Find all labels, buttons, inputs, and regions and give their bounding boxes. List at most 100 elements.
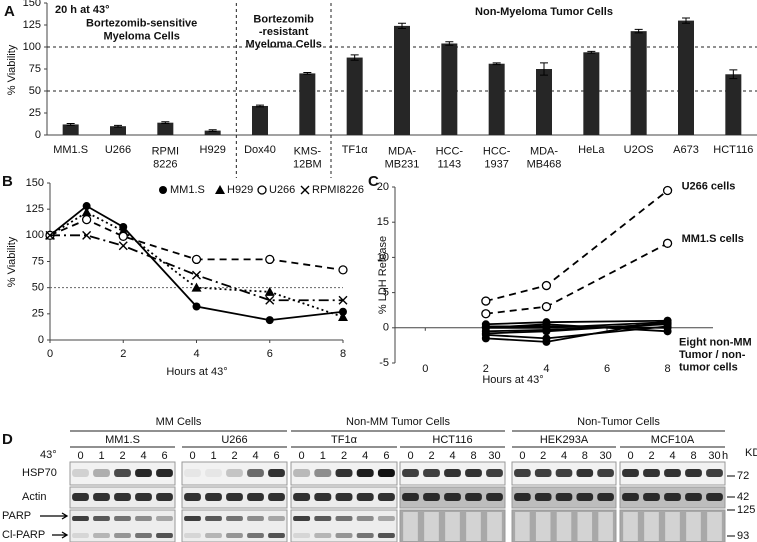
band bbox=[247, 516, 264, 521]
bar bbox=[536, 69, 552, 135]
arrow bbox=[52, 531, 69, 539]
lane-label: 2 bbox=[428, 450, 434, 462]
band bbox=[597, 493, 614, 501]
marker bbox=[541, 302, 552, 312]
band bbox=[486, 469, 503, 477]
band bbox=[486, 493, 503, 501]
group-header: Non-MM Tumor Cells bbox=[346, 416, 450, 428]
x-tick-label: 4 bbox=[193, 348, 199, 360]
error-bar bbox=[445, 41, 454, 46]
band bbox=[226, 469, 243, 477]
lane-label: 4 bbox=[140, 450, 146, 462]
marker bbox=[191, 254, 202, 265]
marker bbox=[81, 214, 92, 225]
band bbox=[314, 493, 332, 501]
series-line bbox=[49, 211, 344, 318]
error-bar bbox=[540, 62, 548, 76]
band bbox=[402, 469, 419, 477]
x-tick-label: MDA-MB468 bbox=[527, 146, 562, 171]
lane bbox=[515, 512, 530, 541]
band bbox=[268, 533, 285, 538]
lane-label: 1 bbox=[98, 450, 104, 462]
error-bar bbox=[208, 129, 217, 132]
lane bbox=[403, 512, 418, 541]
marker bbox=[300, 185, 310, 195]
lane-label: 4 bbox=[362, 450, 368, 462]
x-tick-label: 6 bbox=[604, 363, 610, 375]
lane-label: 6 bbox=[161, 450, 167, 462]
band bbox=[114, 469, 131, 477]
error-bar bbox=[256, 104, 264, 108]
cell-name: MM1.S bbox=[105, 434, 140, 446]
bar bbox=[204, 130, 221, 135]
marker bbox=[542, 337, 551, 346]
band bbox=[293, 469, 311, 477]
bar bbox=[441, 43, 458, 136]
x-tick-label: 8 bbox=[665, 363, 671, 375]
size-marker: 42 bbox=[737, 491, 749, 503]
band bbox=[135, 533, 152, 538]
band bbox=[72, 533, 89, 538]
marker bbox=[265, 295, 275, 305]
band bbox=[597, 469, 614, 477]
panel-letter: A bbox=[4, 3, 15, 20]
lane-label: 4 bbox=[669, 450, 675, 462]
y-tick-label: 25 bbox=[29, 107, 41, 119]
band bbox=[622, 493, 639, 501]
x-tick-label: U266 bbox=[105, 144, 131, 156]
band bbox=[72, 493, 89, 501]
band bbox=[268, 469, 285, 477]
bar bbox=[252, 105, 268, 135]
lane-label: 30 bbox=[488, 450, 500, 462]
y-tick-label: 15 bbox=[377, 216, 389, 228]
lane-label: 1 bbox=[210, 450, 216, 462]
lane bbox=[665, 512, 680, 541]
x-axis-label: Hours at 43° bbox=[482, 374, 543, 386]
y-tick-label: 75 bbox=[32, 255, 44, 267]
band bbox=[423, 469, 440, 477]
y-tick-label: 50 bbox=[29, 85, 41, 97]
band bbox=[555, 493, 573, 501]
band bbox=[205, 469, 222, 477]
error-bar bbox=[634, 28, 643, 34]
y-axis-label: % Viability bbox=[6, 236, 18, 287]
band bbox=[205, 516, 222, 521]
row-label: PARP bbox=[2, 510, 31, 522]
band bbox=[444, 493, 461, 501]
band bbox=[643, 469, 660, 477]
marker bbox=[542, 327, 551, 336]
x-tick-label: HCC-1937 bbox=[483, 146, 511, 171]
marker bbox=[118, 231, 128, 242]
panel-letter: B bbox=[2, 173, 13, 190]
lane-label: 0 bbox=[299, 450, 305, 462]
lane bbox=[424, 512, 439, 541]
row-label: Actin bbox=[22, 491, 46, 503]
series-line bbox=[49, 204, 344, 322]
marker bbox=[662, 185, 673, 196]
lane-label: 0 bbox=[627, 450, 633, 462]
band bbox=[184, 469, 201, 477]
band bbox=[514, 469, 531, 477]
size-marker: 125 bbox=[737, 504, 755, 516]
bar bbox=[62, 124, 79, 135]
marker bbox=[338, 311, 348, 321]
band bbox=[114, 516, 131, 521]
marker bbox=[159, 186, 167, 194]
lane bbox=[644, 512, 659, 541]
error-bar bbox=[492, 62, 501, 66]
band bbox=[335, 469, 353, 477]
band bbox=[184, 516, 201, 521]
band bbox=[335, 493, 353, 501]
error-bar bbox=[66, 123, 75, 126]
y-tick-label: 150 bbox=[23, 0, 41, 9]
arrow bbox=[40, 512, 69, 520]
lane-label: 2 bbox=[648, 450, 654, 462]
blot-hsp70 bbox=[181, 461, 288, 486]
kd-label: KD bbox=[745, 447, 757, 459]
band bbox=[72, 469, 89, 477]
x-tick-label: HeLa bbox=[578, 144, 605, 156]
group-label: Bortezomib-sensitive Myeloma Cells bbox=[86, 18, 197, 43]
marker bbox=[265, 254, 275, 265]
cell-name: HCT116 bbox=[432, 434, 472, 446]
band bbox=[293, 516, 311, 521]
